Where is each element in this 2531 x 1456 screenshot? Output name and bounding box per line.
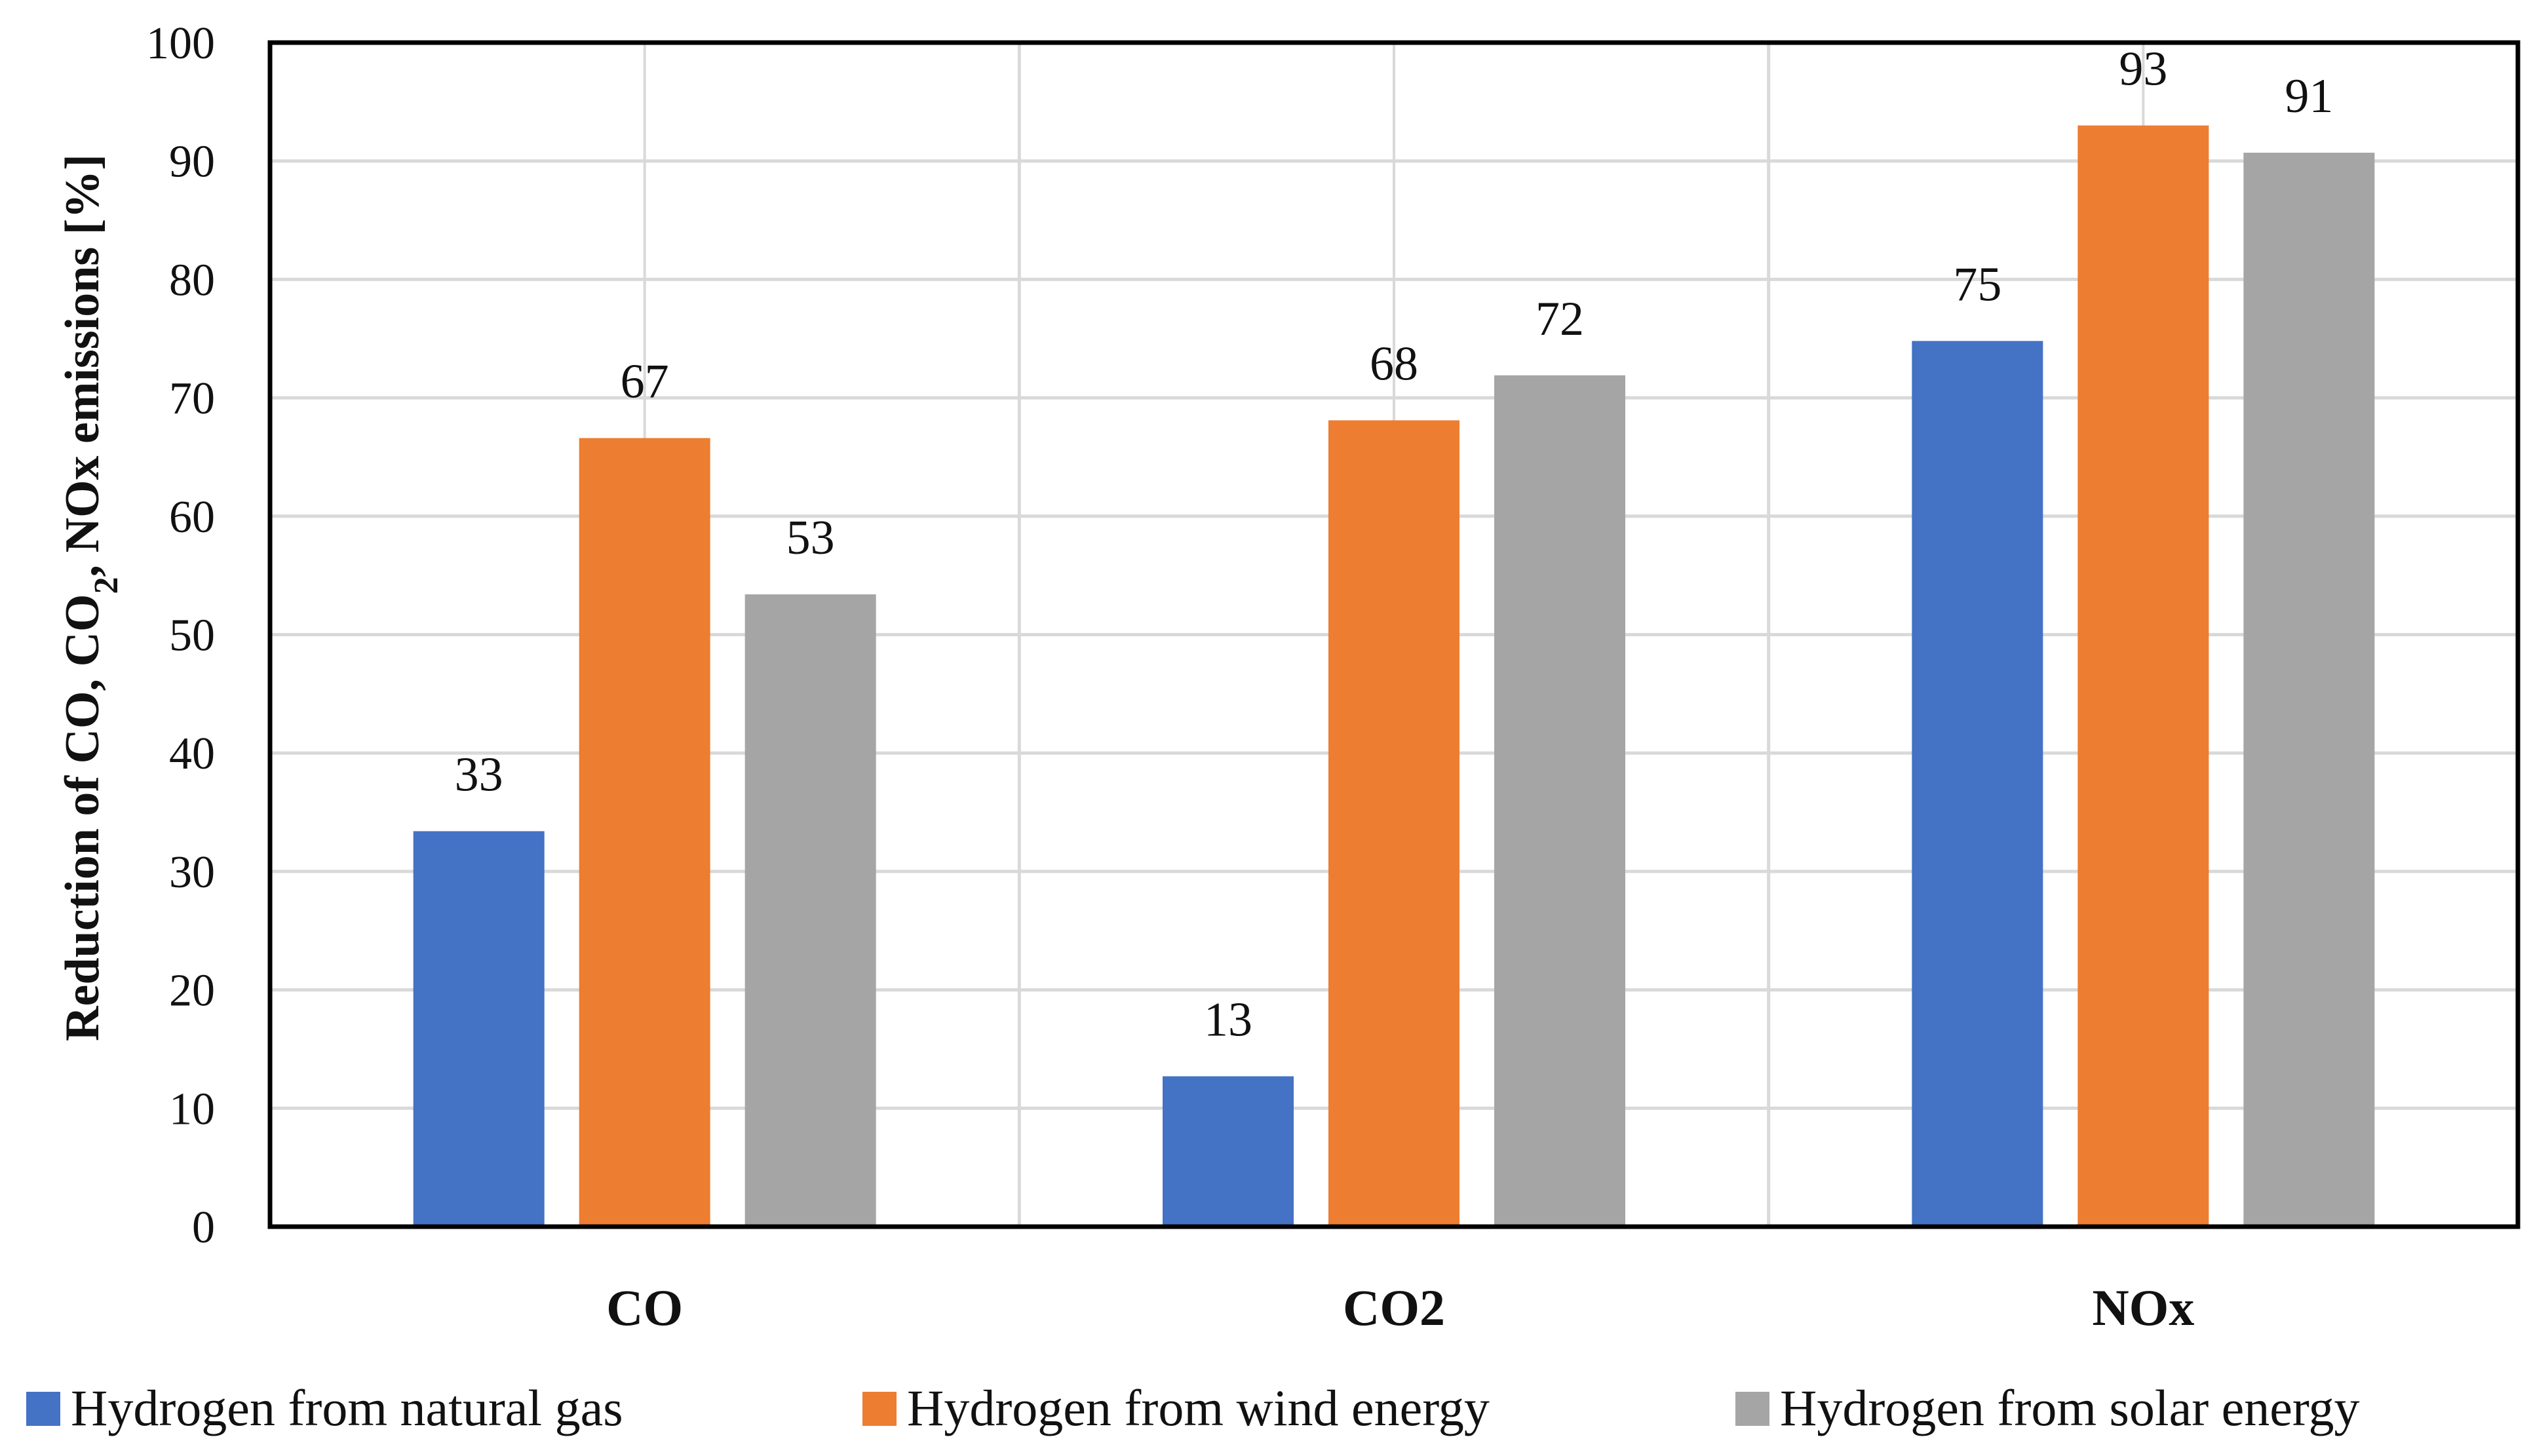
bar [1163,1076,1294,1227]
bar [579,438,710,1227]
y-axis-title-part-2: , NOx emissions [%] [56,154,109,577]
bars [413,125,2375,1227]
y-tick-label: 80 [169,255,215,305]
data-label: 33 [455,748,503,801]
y-axis-title: Reduction of CO, CO2, NOx emissions [%] [56,154,125,1041]
data-label: 72 [1536,292,1584,346]
data-label: 91 [2285,69,2333,123]
y-axis-title-part-1: Reduction of CO, CO [56,594,109,1041]
y-tick-label: 10 [169,1084,215,1134]
data-label: 67 [621,355,669,409]
y-tick-label: 30 [169,847,215,898]
data-label: 13 [1204,993,1252,1047]
legend-swatch [1735,1392,1769,1426]
data-label: 68 [1370,337,1418,391]
y-axis-title-subscript: 2 [88,577,125,594]
y-tick-label: 90 [169,137,215,187]
y-axis-ticks: 0 10 20 30 40 50 60 70 80 90 100 [146,18,215,1253]
x-axis-categories: CO CO2 NOx [606,1279,2194,1336]
category-label: CO2 [1343,1279,1445,1336]
legend-swatch [862,1392,897,1426]
data-labels: 33 67 53 13 68 72 75 93 91 [455,42,2334,1046]
bar [1328,420,1459,1227]
plot-area-frame [267,40,2521,1229]
bar [2077,125,2209,1227]
legend-item: Hydrogen from wind energy [862,1379,1490,1436]
y-tick-label: 70 [169,374,215,424]
data-label: 75 [1953,258,2001,311]
y-tick-label: 60 [169,492,215,543]
data-label: 93 [2119,42,2167,96]
y-tick-label: 40 [169,729,215,779]
bar [744,594,876,1227]
bar [2243,153,2375,1227]
y-tick-label: 0 [192,1202,215,1253]
legend-label: Hydrogen from solar energy [1780,1379,2359,1436]
legend-label: Hydrogen from natural gas [71,1379,623,1436]
legend: Hydrogen from natural gas Hydrogen from w… [26,1379,2359,1436]
category-label: NOx [2092,1279,2194,1336]
y-tick-label: 20 [169,966,215,1016]
data-label: 53 [786,511,835,565]
legend-label: Hydrogen from wind energy [907,1379,1490,1436]
legend-swatch [26,1392,60,1426]
bar [1494,375,1625,1227]
bar [413,831,545,1227]
legend-item: Hydrogen from solar energy [1735,1379,2359,1436]
category-label: CO [606,1279,683,1336]
bar [1912,341,2043,1227]
legend-item: Hydrogen from natural gas [26,1379,623,1436]
y-tick-label: 50 [169,611,215,661]
y-tick-label: 100 [146,18,215,69]
